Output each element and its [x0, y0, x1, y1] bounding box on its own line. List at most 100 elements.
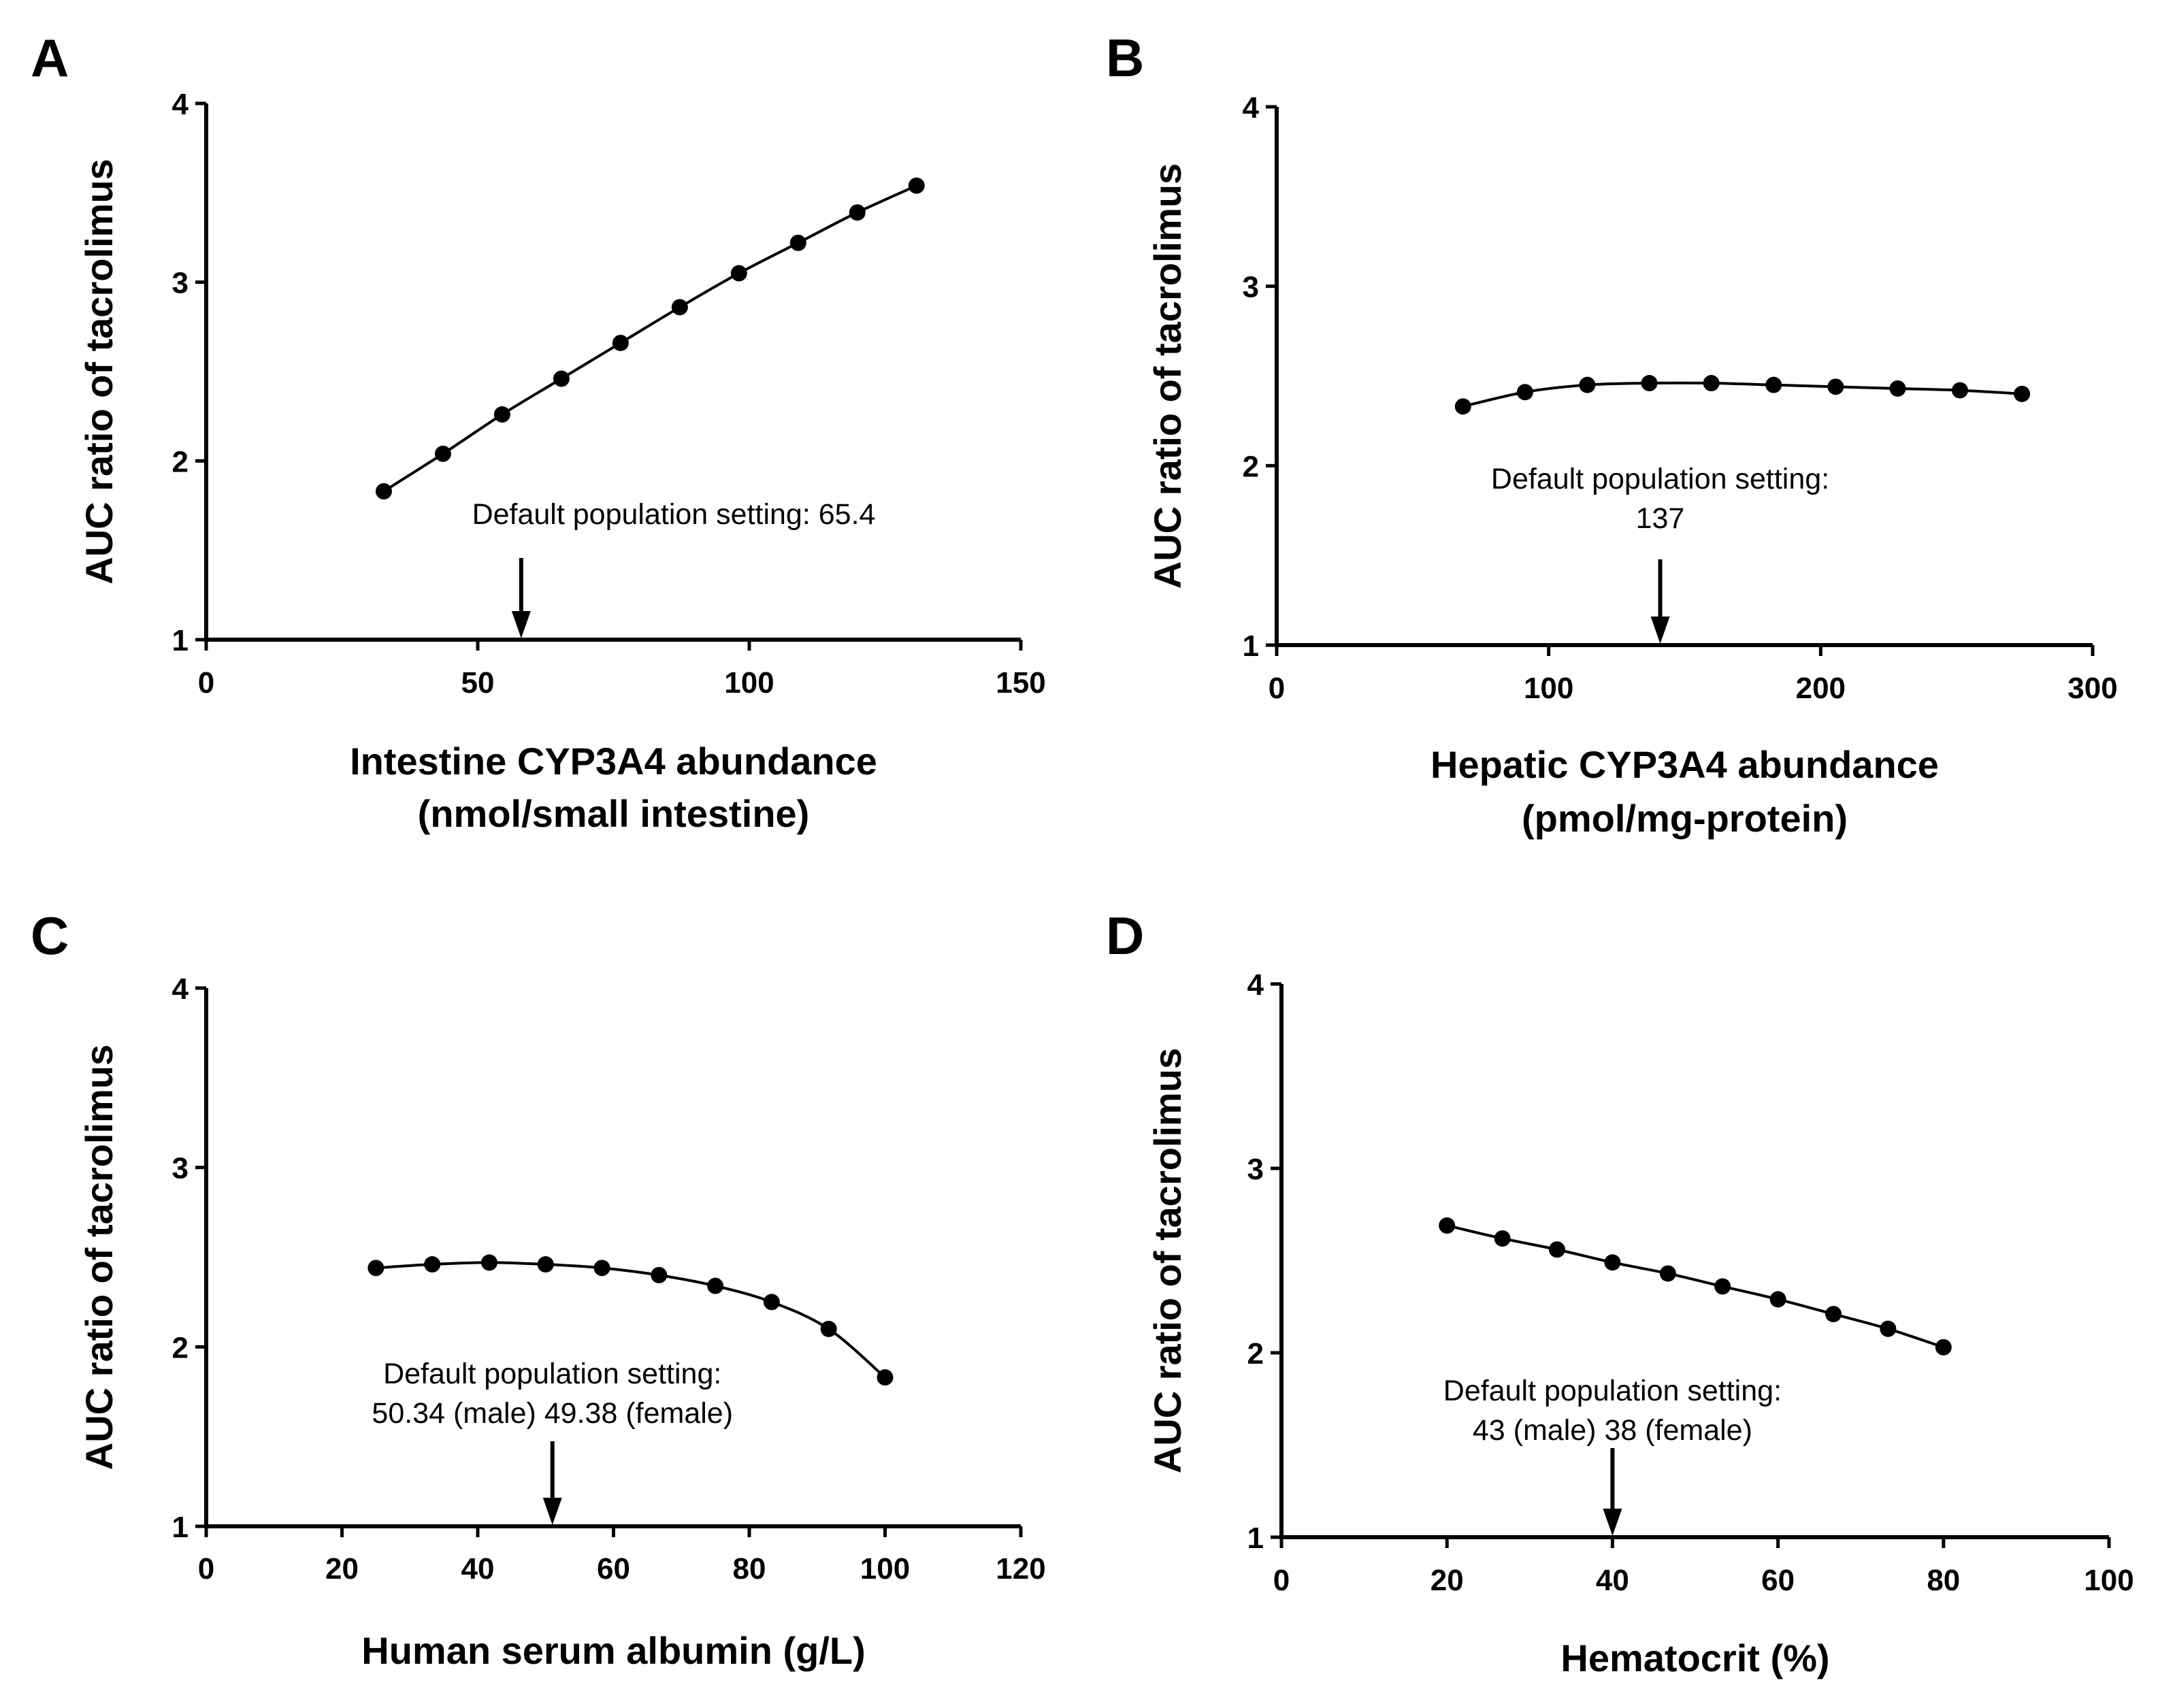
- data-point: [1769, 1291, 1786, 1308]
- x-axis-title: Human serum albumin (g/L): [361, 1629, 866, 1672]
- data-point: [763, 1294, 780, 1311]
- data-point: [1889, 380, 1906, 397]
- x-tick-label: 0: [198, 1552, 214, 1586]
- annotation-text: 137: [1636, 502, 1685, 535]
- y-tick-label: 3: [1243, 271, 1259, 304]
- data-point: [1714, 1278, 1731, 1295]
- data-point: [820, 1320, 837, 1337]
- data-point: [908, 177, 925, 194]
- data-point: [849, 204, 866, 221]
- data-point: [671, 299, 688, 316]
- data-point: [1659, 1265, 1676, 1282]
- default-arrow-head: [542, 1498, 562, 1525]
- annotation-text: 43 (male) 38 (female): [1473, 1414, 1752, 1447]
- x-tick-label: 120: [996, 1552, 1045, 1586]
- y-tick-label: 3: [172, 1152, 189, 1185]
- data-point: [1935, 1339, 1952, 1356]
- data-point: [651, 1266, 668, 1283]
- x-tick-label: 100: [860, 1552, 910, 1586]
- x-axis-title: Intestine CYP3A4 abundance: [350, 740, 877, 783]
- data-point: [1880, 1320, 1897, 1337]
- x-tick-label: 0: [198, 666, 214, 700]
- data-point: [1825, 1306, 1842, 1323]
- data-point: [1454, 398, 1471, 415]
- panel-letter: D: [1106, 906, 1144, 966]
- data-point: [1827, 378, 1844, 395]
- x-tick-label: 20: [1431, 1564, 1464, 1597]
- x-tick-label: 100: [724, 666, 774, 700]
- y-axis-title: AUC ratio of tacrolimus: [1146, 1048, 1189, 1473]
- annotation-text: Default population setting:: [383, 1358, 721, 1390]
- data-point: [2014, 385, 2031, 402]
- y-axis-title: AUC ratio of tacrolimus: [1146, 163, 1189, 589]
- series-line: [1446, 1224, 1944, 1349]
- data-point: [434, 445, 451, 462]
- x-tick-label: 300: [2067, 672, 2117, 705]
- panel-a: A 1 2 3 4 0 50 100 150 Intestine CYP3A4 abundance…: [31, 28, 1046, 835]
- y-tick-label: 1: [1247, 1522, 1264, 1555]
- y-tick-label: 1: [172, 624, 189, 657]
- data-point: [1765, 376, 1782, 393]
- panel-letter: C: [31, 906, 69, 966]
- x-tick-label: 200: [1796, 672, 1846, 705]
- data-point: [537, 1256, 554, 1273]
- default-arrow-head: [1650, 617, 1670, 644]
- data-point: [1494, 1230, 1511, 1247]
- y-tick-label: 2: [172, 1331, 189, 1364]
- data-point: [730, 265, 747, 282]
- y-tick-label: 4: [172, 972, 189, 1006]
- x-tick-label: 80: [733, 1552, 766, 1586]
- data-point: [1516, 384, 1533, 401]
- data-point: [1548, 1241, 1565, 1258]
- data-point: [1439, 1217, 1456, 1234]
- data-point: [593, 1260, 610, 1277]
- x-axis-title: (pmol/mg-protein): [1522, 797, 1848, 840]
- y-tick-label: 1: [172, 1511, 189, 1544]
- x-tick-label: 40: [461, 1552, 495, 1586]
- x-axis-title: (nmol/small intestine): [418, 792, 810, 835]
- y-tick-label: 2: [1247, 1337, 1264, 1370]
- y-tick-label: 1: [1243, 629, 1259, 663]
- data-point: [789, 234, 806, 251]
- data-point: [1604, 1254, 1621, 1271]
- panel-letter: A: [31, 28, 69, 88]
- default-arrow-head: [511, 611, 531, 638]
- data-point: [367, 1260, 385, 1277]
- series-line: [376, 1261, 886, 1379]
- x-axis-title: Hematocrit (%): [1560, 1637, 1829, 1679]
- data-point: [1951, 382, 1968, 399]
- series-line: [1462, 381, 2023, 408]
- y-axis-title: AUC ratio of tacrolimus: [78, 1045, 120, 1470]
- data-point: [375, 482, 392, 499]
- x-tick-label: 60: [597, 1552, 630, 1586]
- x-tick-label: 100: [2084, 1564, 2134, 1597]
- series-line: [382, 184, 917, 493]
- x-tick-label: 60: [1761, 1564, 1795, 1597]
- x-tick-label: 50: [461, 666, 495, 700]
- panel-letter: B: [1106, 28, 1144, 88]
- x-tick-label: 100: [1524, 672, 1573, 705]
- y-tick-label: 4: [1247, 968, 1264, 1002]
- x-tick-label: 80: [1927, 1564, 1960, 1597]
- x-tick-label: 150: [996, 666, 1045, 700]
- annotation-text: Default population setting:: [1443, 1375, 1782, 1407]
- x-axis-title: Hepatic CYP3A4 abundance: [1431, 743, 1939, 786]
- y-tick-label: 2: [1243, 450, 1259, 483]
- data-point: [612, 334, 629, 351]
- x-tick-label: 20: [325, 1552, 359, 1586]
- data-point: [553, 370, 570, 387]
- data-point: [1579, 376, 1596, 393]
- data-point: [1641, 375, 1658, 392]
- annotation-text: Default population setting: 65.4: [472, 498, 876, 531]
- annotation-text: Default population setting:: [1491, 463, 1829, 495]
- data-point: [877, 1369, 894, 1386]
- data-point: [493, 406, 510, 423]
- x-tick-label: 0: [1273, 1564, 1290, 1597]
- y-tick-label: 4: [172, 88, 189, 121]
- data-point: [424, 1256, 441, 1273]
- y-tick-label: 3: [1247, 1153, 1264, 1186]
- x-tick-label: 0: [1269, 672, 1285, 705]
